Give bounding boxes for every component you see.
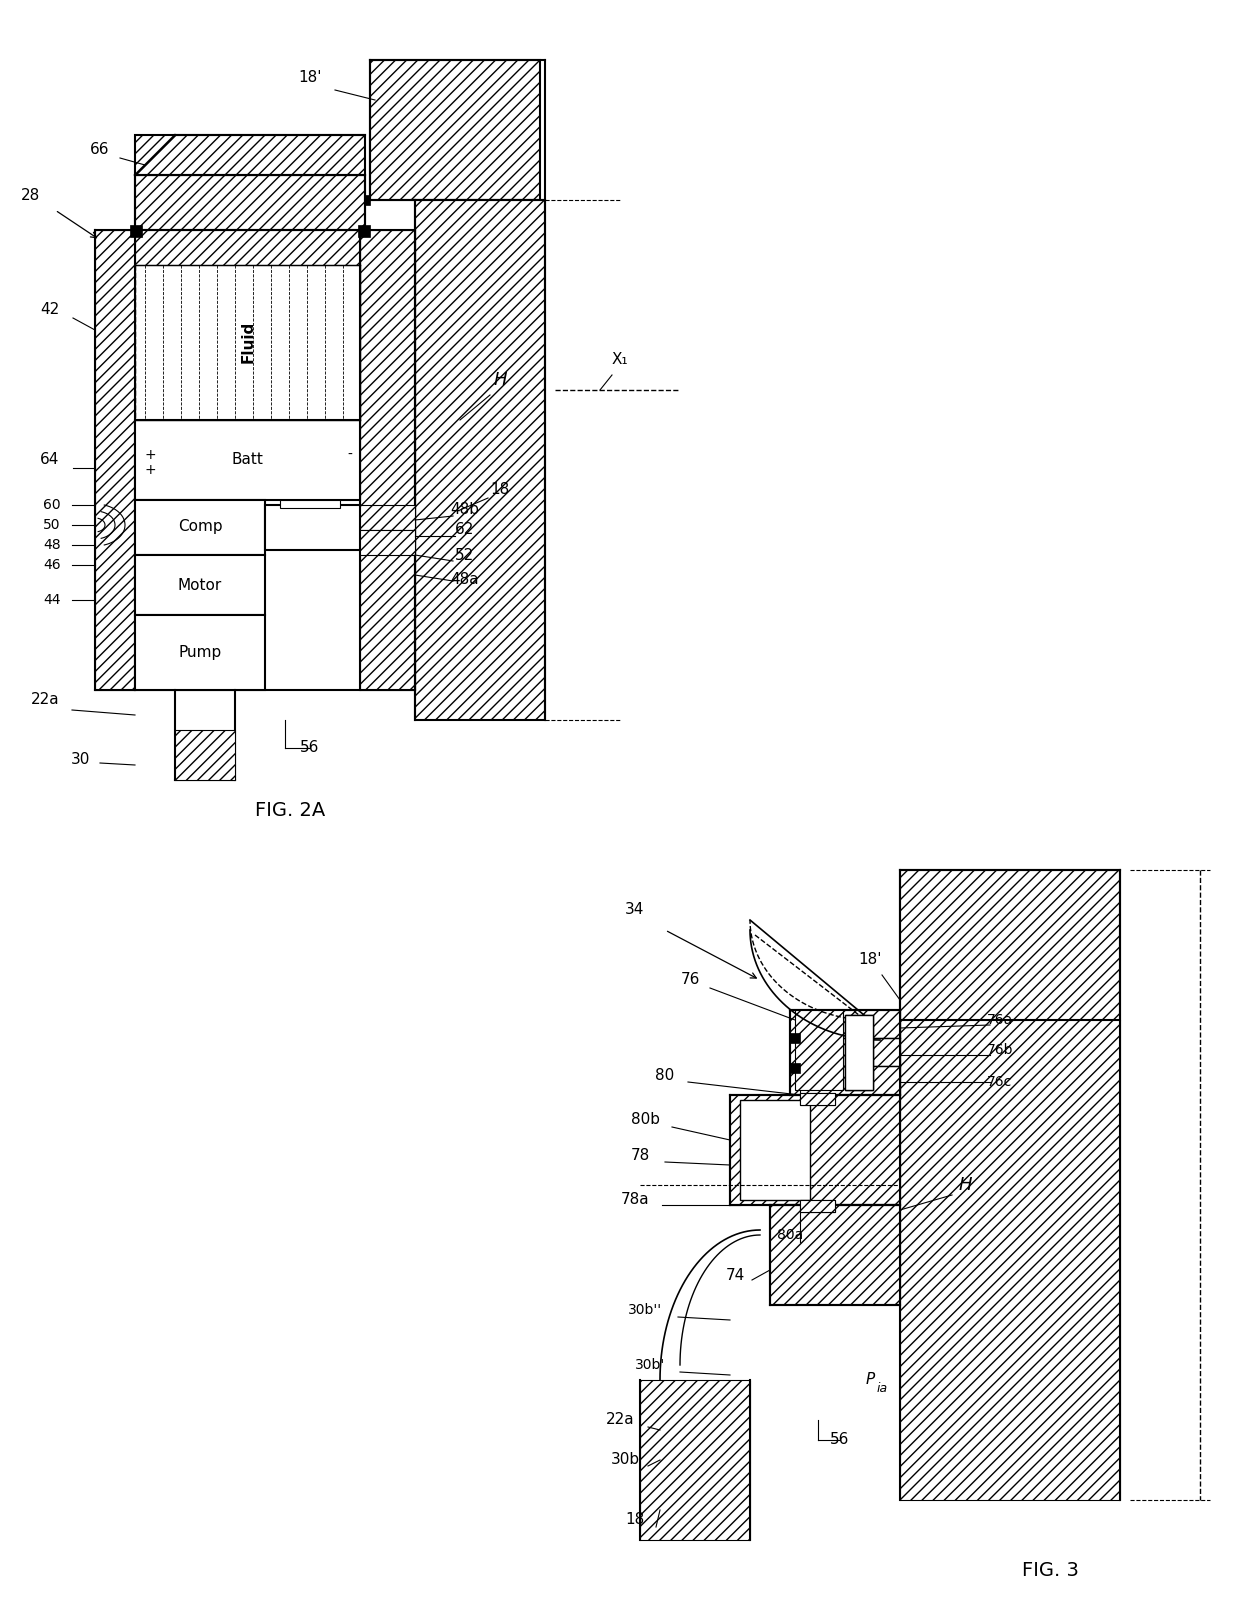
Text: 80: 80 [656,1068,675,1082]
Text: 74: 74 [725,1267,745,1283]
Text: X₁: X₁ [611,353,629,368]
Text: 52: 52 [455,548,475,562]
Text: 22a: 22a [31,692,60,708]
Bar [135,556,265,616]
Text: 76c: 76c [987,1076,1013,1089]
Text: 18': 18' [858,953,882,967]
Text: Fluid: Fluid [241,321,255,363]
Bar [135,134,365,175]
Bar [95,230,135,690]
Bar [844,1016,873,1090]
Text: +: + [144,449,156,462]
Text: 78a: 78a [621,1192,650,1207]
Bar [365,194,370,206]
Text: 56: 56 [300,740,320,755]
Text: 48: 48 [43,538,61,552]
Bar [800,1094,835,1105]
Bar [800,1038,900,1066]
Bar [770,1205,900,1306]
Text: ia: ia [877,1382,888,1395]
Bar [175,731,236,779]
Text: 30b': 30b' [635,1358,665,1372]
Bar [795,1009,843,1090]
Text: 30b: 30b [610,1453,640,1468]
Bar [360,505,415,530]
Bar [360,230,415,690]
Text: 76: 76 [681,972,699,988]
Bar [800,1066,900,1095]
Text: P: P [866,1372,874,1387]
Text: 44: 44 [43,593,61,608]
Bar [135,616,265,690]
Text: 18: 18 [490,483,510,497]
Text: 48b: 48b [450,502,480,517]
Bar [844,1016,873,1090]
Text: 76a: 76a [987,1012,1013,1027]
Text: H: H [959,1176,972,1194]
Bar [135,420,360,501]
Text: FIG. 2A: FIG. 2A [255,800,325,820]
Text: 66: 66 [91,143,110,157]
Text: -: - [347,449,352,462]
Bar [265,505,360,551]
Bar [135,501,265,556]
Text: 22a: 22a [605,1413,635,1427]
Bar [800,1200,835,1212]
Bar [800,1200,835,1212]
Text: 34: 34 [625,902,645,917]
Bar [790,1009,900,1095]
Text: 48a: 48a [450,572,480,588]
Text: 62: 62 [455,523,475,538]
Bar [130,225,143,237]
Bar [358,225,370,237]
Text: 18: 18 [625,1513,645,1528]
Text: H: H [494,371,507,389]
Text: +: + [144,463,156,476]
Text: 76b: 76b [987,1043,1013,1056]
Text: Comp: Comp [177,520,222,535]
Text: 30: 30 [71,753,89,768]
Bar [640,1380,750,1541]
Text: 56: 56 [831,1432,849,1448]
Text: 50: 50 [43,518,61,531]
Text: 46: 46 [43,557,61,572]
Text: 64: 64 [41,452,60,468]
Bar [370,60,539,199]
Text: Pump: Pump [179,645,222,659]
Bar [415,199,546,719]
Text: Motor: Motor [177,577,222,593]
Bar [135,175,365,230]
Bar [730,1095,900,1205]
Text: 18': 18' [299,71,321,86]
Bar [280,501,340,509]
Text: FIG. 3: FIG. 3 [1022,1560,1079,1580]
Text: 28: 28 [20,188,40,202]
Text: 80a: 80a [777,1228,804,1243]
Bar [800,1094,835,1105]
Bar [360,530,415,556]
Bar [790,1063,800,1072]
Text: Batt: Batt [231,452,263,468]
Bar [800,1009,900,1038]
Text: 42: 42 [41,303,60,318]
Bar [740,1100,810,1200]
Text: 80b: 80b [630,1113,660,1128]
Bar [900,870,1120,1021]
Text: 78: 78 [630,1147,650,1163]
Bar [135,230,360,266]
Bar [900,1021,1120,1500]
Text: 60: 60 [43,497,61,512]
Text: 30b'': 30b'' [627,1302,662,1317]
Bar [790,1034,800,1043]
